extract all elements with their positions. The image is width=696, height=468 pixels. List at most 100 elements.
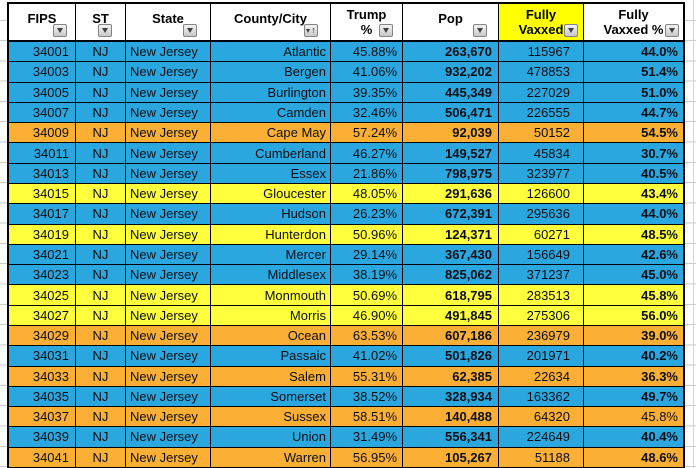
cell-pop[interactable]: 825,062: [403, 265, 499, 285]
cell-trump-pct[interactable]: 41.02%: [331, 346, 403, 366]
cell-state[interactable]: New Jersey: [126, 204, 211, 224]
cell-pop[interactable]: 263,670: [403, 42, 499, 62]
cell-state[interactable]: New Jersey: [126, 325, 211, 346]
cell-trump-pct[interactable]: 32.46%: [331, 102, 403, 123]
cell-state[interactable]: New Jersey: [126, 386, 211, 407]
cell-county[interactable]: Warren: [211, 447, 331, 467]
cell-county[interactable]: Gloucester: [211, 183, 331, 204]
cell-county[interactable]: Hudson: [211, 204, 331, 224]
cell-fully-vaxxed[interactable]: 275306: [499, 305, 584, 325]
cell-county[interactable]: Sussex: [211, 407, 331, 427]
cell-pop[interactable]: 291,636: [403, 183, 499, 204]
cell-fully-vaxxed-pct[interactable]: 39.0%: [641, 328, 678, 344]
cell-trump-pct[interactable]: 26.23%: [331, 204, 403, 224]
cell-trump-pct[interactable]: 57.24%: [331, 123, 403, 143]
cell-fips[interactable]: 34013: [9, 163, 76, 183]
cell-fully-vaxxed-pct[interactable]: 51.4%: [641, 64, 678, 80]
cell-fully-vaxxed[interactable]: 226555: [499, 102, 584, 123]
cell-fips[interactable]: 34003: [9, 62, 76, 82]
cell-fips[interactable]: 34005: [9, 82, 76, 102]
cell-state-abbr[interactable]: NJ: [76, 82, 126, 102]
cell-state[interactable]: New Jersey: [126, 163, 211, 183]
cell-county[interactable]: Middlesex: [211, 265, 331, 285]
filter-dropdown-pop[interactable]: [473, 24, 487, 37]
cell-fully-vaxxed[interactable]: 50152: [499, 123, 584, 143]
cell-state[interactable]: New Jersey: [126, 62, 211, 82]
cell-pop[interactable]: 62,385: [403, 366, 499, 386]
cell-fully-vaxxed[interactable]: 163362: [499, 386, 584, 407]
cell-fully-vaxxed[interactable]: 224649: [499, 427, 584, 447]
cell-state[interactable]: New Jersey: [126, 143, 211, 163]
cell-state-abbr[interactable]: NJ: [76, 285, 126, 305]
cell-fully-vaxxed-pct[interactable]: 44.0%: [641, 44, 678, 60]
cell-fips[interactable]: 34039: [9, 427, 76, 447]
cell-county[interactable]: Cape May: [211, 123, 331, 143]
cell-state-abbr[interactable]: NJ: [76, 386, 126, 407]
cell-state-abbr[interactable]: NJ: [76, 224, 126, 244]
cell-fully-vaxxed[interactable]: 295636: [499, 204, 584, 224]
cell-fips[interactable]: 34021: [9, 244, 76, 265]
cell-state[interactable]: New Jersey: [126, 346, 211, 366]
cell-trump-pct[interactable]: 58.51%: [331, 407, 403, 427]
cell-pop[interactable]: 672,391: [403, 204, 499, 224]
cell-state[interactable]: New Jersey: [126, 285, 211, 305]
cell-pop[interactable]: 140,488: [403, 407, 499, 427]
cell-fips[interactable]: 34023: [9, 265, 76, 285]
cell-pop[interactable]: 92,039: [403, 123, 499, 143]
cell-fully-vaxxed-pct[interactable]: 40.4%: [641, 429, 678, 445]
cell-pop[interactable]: 932,202: [403, 62, 499, 82]
cell-state-abbr[interactable]: NJ: [76, 123, 126, 143]
cell-fully-vaxxed-pct[interactable]: 43.4%: [641, 186, 678, 202]
cell-fully-vaxxed[interactable]: 45834: [499, 143, 584, 163]
cell-fully-vaxxed[interactable]: 126600: [499, 183, 584, 204]
cell-fully-vaxxed[interactable]: 60271: [499, 224, 584, 244]
cell-trump-pct[interactable]: 21.86%: [331, 163, 403, 183]
cell-state[interactable]: New Jersey: [126, 265, 211, 285]
cell-fully-vaxxed[interactable]: 371237: [499, 265, 584, 285]
cell-fully-vaxxed-pct[interactable]: 40.2%: [641, 348, 678, 364]
cell-fips[interactable]: 34007: [9, 102, 76, 123]
cell-county[interactable]: Camden: [211, 102, 331, 123]
filter-dropdown-state[interactable]: [183, 24, 197, 37]
cell-trump-pct[interactable]: 29.14%: [331, 244, 403, 265]
column-header-pop[interactable]: Pop: [403, 4, 499, 40]
cell-state[interactable]: New Jersey: [126, 366, 211, 386]
cell-fips[interactable]: 34001: [9, 42, 76, 62]
cell-state[interactable]: New Jersey: [126, 102, 211, 123]
cell-fully-vaxxed[interactable]: 283513: [499, 285, 584, 305]
cell-trump-pct[interactable]: 46.27%: [331, 143, 403, 163]
column-header-fully-vaxxed-pct[interactable]: Fully Vaxxed %: [584, 4, 683, 40]
cell-fully-vaxxed-pct[interactable]: 48.5%: [641, 226, 678, 242]
column-header-county-city[interactable]: County/City ↑: [211, 4, 331, 40]
cell-pop[interactable]: 367,430: [403, 244, 499, 265]
cell-county[interactable]: Morris: [211, 305, 331, 325]
cell-fips[interactable]: 34031: [9, 346, 76, 366]
cell-pop[interactable]: 506,471: [403, 102, 499, 123]
cell-fips[interactable]: 34009: [9, 123, 76, 143]
cell-fully-vaxxed-pct[interactable]: 49.7%: [641, 388, 678, 404]
cell-fips[interactable]: 34025: [9, 285, 76, 305]
cell-fully-vaxxed[interactable]: 323977: [499, 163, 584, 183]
column-header-fully-vaxxed[interactable]: Fully Vaxxed: [499, 4, 584, 40]
cell-fully-vaxxed[interactable]: 64320: [499, 407, 584, 427]
cell-state[interactable]: New Jersey: [126, 447, 211, 467]
cell-county[interactable]: Ocean: [211, 325, 331, 346]
cell-fips[interactable]: 34027: [9, 305, 76, 325]
filter-dropdown-trump-pct[interactable]: [379, 24, 393, 37]
cell-state-abbr[interactable]: NJ: [76, 62, 126, 82]
column-header-trump-pct[interactable]: Trump %: [331, 4, 403, 40]
cell-fips[interactable]: 34033: [9, 366, 76, 386]
cell-state[interactable]: New Jersey: [126, 82, 211, 102]
cell-pop[interactable]: 491,845: [403, 305, 499, 325]
cell-fully-vaxxed-pct[interactable]: 45.0%: [641, 267, 678, 283]
cell-pop[interactable]: 556,341: [403, 427, 499, 447]
filter-dropdown-county-sorted-ascending[interactable]: ↑: [304, 24, 318, 37]
cell-trump-pct[interactable]: 50.69%: [331, 285, 403, 305]
cell-fully-vaxxed[interactable]: 236979: [499, 325, 584, 346]
cell-county[interactable]: Salem: [211, 366, 331, 386]
cell-fips[interactable]: 34035: [9, 386, 76, 407]
cell-fully-vaxxed-pct[interactable]: 44.0%: [641, 206, 678, 222]
cell-trump-pct[interactable]: 41.06%: [331, 62, 403, 82]
cell-state-abbr[interactable]: NJ: [76, 366, 126, 386]
cell-fully-vaxxed-pct[interactable]: 40.5%: [641, 165, 678, 181]
